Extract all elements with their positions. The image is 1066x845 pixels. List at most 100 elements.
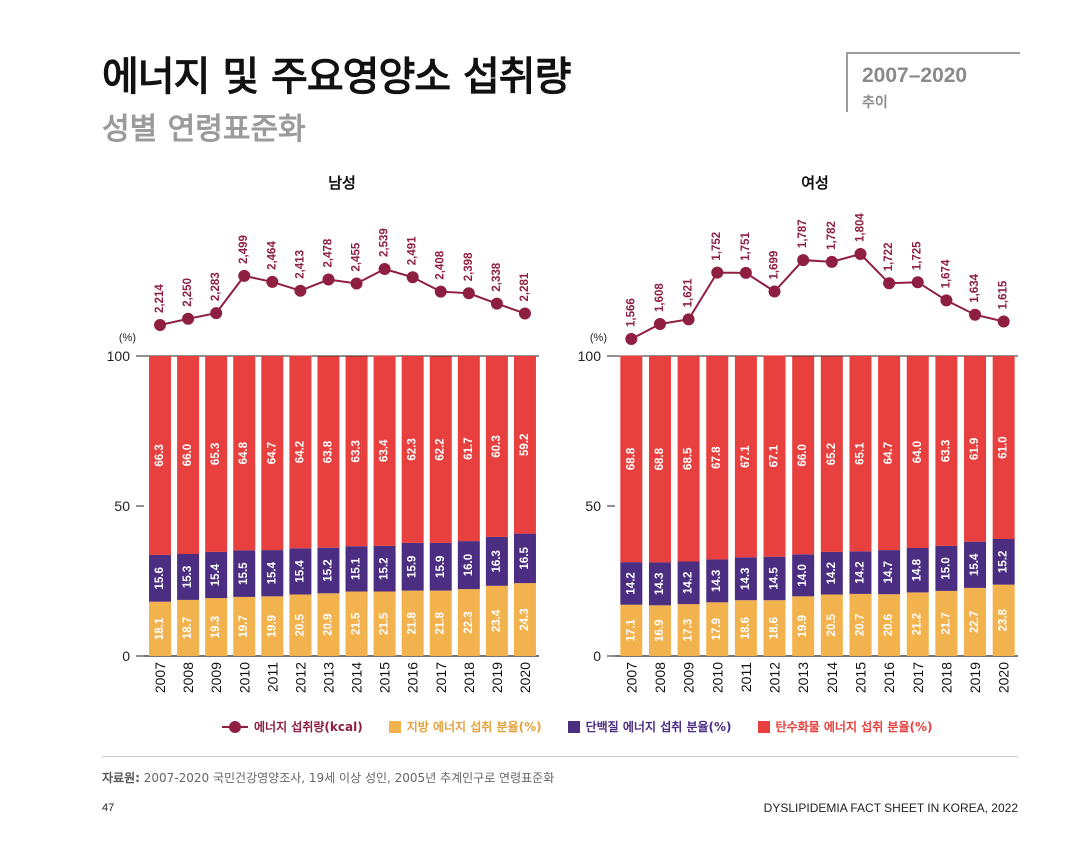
male-bar-label-fat-2019: 23.4 [491, 609, 503, 632]
male-bar-protein-2020 [513, 533, 536, 584]
male-energy-point-2019 [490, 297, 503, 310]
male-bar-label-protein-2007: 15.6 [154, 567, 166, 589]
male-energy-label-2012: 2,413 [294, 250, 306, 279]
female-energy-point-2012 [768, 285, 781, 298]
male-bar-fat-2020 [513, 583, 536, 656]
legend-item-energy: 에너지 섭취량(kcal) [222, 718, 363, 735]
female-bar-label-carb-2018: 63.3 [940, 440, 952, 462]
female-x-label-2014: 2014 [824, 662, 840, 693]
female-bar-protein-2008 [648, 562, 671, 606]
female-bar-label-carb-2013: 66.0 [797, 444, 809, 466]
female-x-label-2011: 2011 [738, 662, 754, 692]
male-energy-label-2011: 2,464 [266, 241, 278, 270]
female-y-tick-100: 100 [578, 348, 602, 364]
male-energy-label-2010: 2,499 [238, 235, 250, 264]
period-box: 2007–2020 추이 [846, 52, 1020, 112]
legend-swatch-carb [757, 720, 770, 733]
female-bar-label-protein-2019: 15.4 [969, 553, 981, 576]
male-bar-protein-2017 [429, 542, 452, 591]
male-bar-label-protein-2015: 15.2 [379, 558, 391, 580]
source-text: 2007-2020 국민건강영양조사, 19세 이상 성인, 2005년 추계인… [143, 771, 555, 785]
female-bar-fat-2020 [992, 584, 1015, 656]
legend-swatch-energy [222, 720, 248, 733]
female-bar-carb-2018 [935, 356, 958, 546]
male-bar-label-fat-2018: 22.3 [463, 611, 475, 633]
footer-title: DYSLIPIDEMIA FACT SHEET IN KOREA, 2022 [763, 801, 1018, 815]
male-bar-protein-2014 [345, 546, 368, 592]
male-chart-title: 남성 [328, 174, 356, 192]
male-bar-label-protein-2012: 15.4 [294, 560, 306, 583]
legend-label-energy: 에너지 섭취량(kcal) [254, 720, 363, 734]
female-bar-protein-2020 [992, 539, 1015, 585]
female-bar-label-fat-2015: 20.7 [854, 614, 866, 636]
male-bar-label-fat-2013: 20.9 [322, 613, 334, 635]
male-bar-label-carb-2014: 63.3 [351, 440, 363, 462]
source-note: 자료원: 2007-2020 국민건강영양조사, 19세 이상 성인, 2005… [102, 769, 554, 786]
male-bar-label-protein-2010: 15.5 [238, 562, 250, 585]
female-bar-label-fat-2020: 23.8 [998, 609, 1010, 632]
male-bar-label-carb-2010: 64.8 [238, 441, 250, 464]
male-bar-fat-2013 [317, 593, 340, 656]
male-bar-label-fat-2008: 18.7 [182, 617, 194, 639]
male-energy-label-2015: 2,539 [379, 228, 391, 257]
female-bar-fat-2016 [878, 594, 901, 656]
female-bar-label-carb-2010: 67.8 [711, 446, 723, 469]
female-bar-label-fat-2008: 16.9 [654, 619, 666, 641]
female-bar-carb-2017 [906, 356, 929, 548]
legend-item-protein: 단백질 에너지 섭취 분율(%) [567, 718, 732, 735]
legend: 에너지 섭취량(kcal) 지방 에너지 섭취 분율(%) 단백질 에너지 섭취… [222, 718, 933, 735]
female-bar-protein-2007 [620, 562, 643, 605]
male-bar-fat-2008 [177, 599, 200, 656]
female-bar-carb-2008 [648, 356, 671, 563]
male-bar-fat-2011 [261, 596, 284, 656]
male-bar-label-fat-2014: 21.5 [351, 612, 363, 635]
female-x-label-2016: 2016 [881, 662, 897, 693]
female-energy-point-2011 [739, 266, 752, 279]
female-bar-protein-2014 [820, 551, 843, 595]
female-energy-label-2015: 1,804 [854, 213, 866, 242]
legend-swatch-protein [567, 720, 580, 733]
female-bar-label-fat-2014: 20.5 [826, 613, 838, 636]
male-bar-label-protein-2011: 15.4 [266, 561, 278, 584]
female-y-tick-50: 50 [585, 498, 601, 514]
male-energy-point-2012 [294, 284, 307, 297]
female-bar-label-carb-2014: 65.2 [826, 443, 838, 465]
female-bar-label-protein-2010: 14.3 [711, 570, 723, 592]
female-bar-label-protein-2009: 14.2 [683, 572, 695, 594]
female-bar-label-carb-2012: 67.1 [769, 444, 781, 467]
male-x-label-2013: 2013 [320, 662, 336, 693]
male-bar-label-fat-2009: 19.3 [210, 616, 222, 638]
male-energy-label-2020: 2,281 [519, 272, 531, 301]
male-bar-label-carb-2009: 65.3 [210, 443, 222, 465]
female-energy-label-2012: 1,699 [769, 251, 781, 280]
female-bar-label-protein-2011: 14.3 [740, 568, 752, 590]
male-bar-carb-2008 [177, 356, 200, 554]
female-x-label-2020: 2020 [996, 662, 1012, 693]
female-bar-label-carb-2016: 64.7 [883, 442, 895, 464]
female-bar-fat-2018 [935, 590, 958, 656]
female-x-label-2015: 2015 [852, 662, 868, 693]
male-bar-fat-2014 [345, 591, 368, 656]
female-energy-label-2014: 1,782 [826, 221, 838, 250]
male-bar-label-fat-2020: 24.3 [519, 608, 531, 630]
female-bar-label-fat-2018: 21.7 [940, 612, 952, 634]
female-x-label-2007: 2007 [623, 662, 639, 693]
female-bar-label-fat-2017: 21.2 [912, 613, 924, 635]
female-bar-fat-2009 [677, 604, 700, 656]
female-energy-point-2013 [797, 254, 810, 267]
male-bar-label-fat-2017: 21.8 [435, 612, 447, 635]
female-energy-label-2019: 1,634 [969, 273, 981, 302]
female-energy-point-2015 [854, 248, 867, 260]
male-bar-protein-2015 [373, 545, 396, 592]
female-bar-fat-2011 [734, 600, 757, 656]
female-x-label-2009: 2009 [681, 662, 697, 693]
female-bar-protein-2019 [964, 541, 987, 588]
female-bar-carb-2010 [706, 356, 729, 560]
female-bar-label-carb-2008: 68.8 [654, 447, 666, 470]
male-bar-fat-2012 [289, 594, 312, 656]
male-bar-label-protein-2017: 15.9 [435, 556, 447, 578]
male-bar-fat-2010 [233, 596, 256, 656]
male-energy-point-2014 [350, 277, 363, 290]
female-bar-protein-2012 [763, 556, 786, 601]
